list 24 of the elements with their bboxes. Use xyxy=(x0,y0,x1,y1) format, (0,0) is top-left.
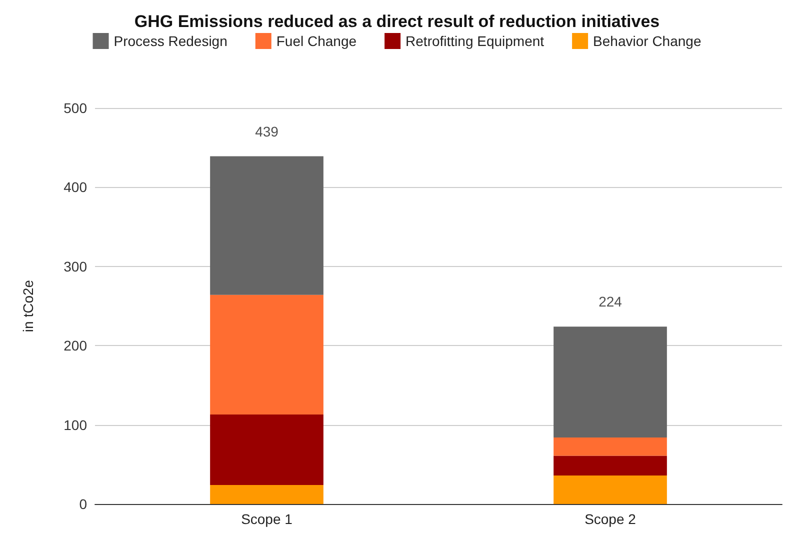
y-tick-label: 0 xyxy=(79,496,88,512)
bar xyxy=(554,437,667,456)
bar xyxy=(554,456,667,476)
bar xyxy=(210,414,324,485)
bar xyxy=(554,326,667,438)
bar xyxy=(210,484,324,504)
y-tick-label: 300 xyxy=(64,258,88,274)
bar xyxy=(210,294,324,415)
y-tick-label: 200 xyxy=(64,338,88,354)
bar xyxy=(554,475,667,504)
y-tick-label: 400 xyxy=(64,179,88,196)
x-tick-label: Scope 2 xyxy=(584,511,636,527)
chart-title: GHG Emissions reduced as a direct result of reduction initiatives xyxy=(134,12,660,31)
bar xyxy=(210,156,324,295)
y-axis-title: in tCo2e xyxy=(20,280,36,332)
legend-label: Fuel Change xyxy=(276,33,357,49)
legend-label: Process Redesign xyxy=(114,33,228,49)
x-tick-label: Scope 1 xyxy=(241,511,293,527)
total-label: 439 xyxy=(255,123,279,140)
y-tick-label: 500 xyxy=(64,100,88,116)
total-label: 224 xyxy=(598,294,622,310)
legend-label: Behavior Change xyxy=(593,33,702,49)
legend-label: Retrofitting Equipment xyxy=(406,33,544,49)
y-tick-label: 100 xyxy=(64,416,88,433)
